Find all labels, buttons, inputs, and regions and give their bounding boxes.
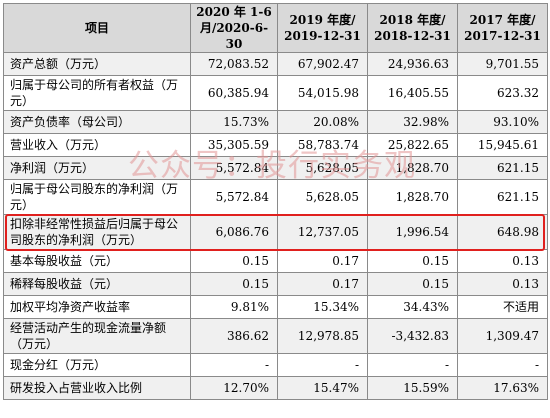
cell-value: 67,902.47	[277, 52, 368, 76]
cell-value: 15.47%	[277, 376, 368, 400]
table-row: 营业收入（万元） 35,305.59 58,783.74 25,822.65 1…	[3, 133, 548, 157]
header-item: 项目	[3, 3, 191, 53]
cell-value: 1,309.47	[457, 318, 548, 354]
cell-value: 20.08%	[277, 110, 368, 134]
table-row: 基本每股收益（元） 0.15 0.17 0.15 0.13	[3, 249, 548, 273]
cell-value: -	[457, 353, 548, 377]
row-label: 基本每股收益（元）	[3, 249, 191, 273]
cell-value: 15.59%	[367, 376, 458, 400]
cell-value: 58,783.74	[277, 133, 368, 157]
cell-value: 15,945.61	[457, 133, 548, 157]
cell-value: 15.73%	[190, 110, 278, 134]
cell-value: 34.43%	[367, 295, 458, 319]
cell-value: 60,385.94	[190, 75, 278, 111]
cell-value: 648.98	[457, 214, 548, 250]
cell-value: 12,737.05	[277, 214, 368, 250]
cell-value: 9.81%	[190, 295, 278, 319]
cell-value: 5,572.84	[190, 179, 278, 215]
cell-value: 72,083.52	[190, 52, 278, 76]
table-row: 加权平均净资产收益率 9.81% 15.34% 34.43% 不适用	[3, 295, 548, 319]
row-label: 归属于母公司股东的净利润（万元）	[3, 179, 191, 215]
cell-value: 5,572.84	[190, 156, 278, 180]
cell-value: 15.34%	[277, 295, 368, 319]
cell-value: 16,405.55	[367, 75, 458, 111]
cell-value: 1,996.54	[367, 214, 458, 250]
cell-value: 12,978.85	[277, 318, 368, 354]
table-row: 经营活动产生的现金流量净额（万元） 386.62 12,978.85 -3,43…	[3, 318, 548, 354]
cell-value: 621.15	[457, 156, 548, 180]
table-row-highlighted: 扣除非经常性损益后归属于母公司股东的净利润（万元） 6,086.76 12,73…	[3, 214, 548, 250]
row-label: 资产负债率（母公司）	[3, 110, 191, 134]
cell-value: 35,305.59	[190, 133, 278, 157]
cell-value: 623.32	[457, 75, 548, 111]
cell-value: 93.10%	[457, 110, 548, 134]
cell-value: 54,015.98	[277, 75, 368, 111]
header-period-2018: 2018 年度/ 2018-12-31	[367, 3, 458, 53]
cell-value: -3,432.83	[367, 318, 458, 354]
row-label: 归属于母公司的所有者权益（万元）	[3, 75, 191, 111]
financial-table: 项目 2020 年 1-6 月/2020-6-30 2019 年度/ 2019-…	[3, 3, 548, 400]
cell-value: 0.13	[457, 249, 548, 273]
cell-value: 32.98%	[367, 110, 458, 134]
cell-value: 25,822.65	[367, 133, 458, 157]
header-period-2019: 2019 年度/ 2019-12-31	[277, 3, 368, 53]
cell-value: -	[277, 353, 368, 377]
cell-value: 0.15	[367, 272, 458, 296]
row-label: 经营活动产生的现金流量净额（万元）	[3, 318, 191, 354]
row-label: 现金分红（万元）	[3, 353, 191, 377]
cell-value: 12.70%	[190, 376, 278, 400]
table-row: 研发投入占营业收入比例 12.70% 15.47% 15.59% 17.63%	[3, 376, 548, 400]
table-row: 现金分红（万元） - - - -	[3, 353, 548, 377]
table-row: 归属于母公司股东的净利润（万元） 5,572.84 5,628.05 1,828…	[3, 179, 548, 215]
row-label: 资产总额（万元）	[3, 52, 191, 76]
header-period-2017: 2017 年度/ 2017-12-31	[457, 3, 548, 53]
table-row: 稀释每股收益（元） 0.15 0.17 0.15 0.13	[3, 272, 548, 296]
cell-value: 24,936.63	[367, 52, 458, 76]
cell-value: 621.15	[457, 179, 548, 215]
cell-value: 0.15	[367, 249, 458, 273]
cell-value: 0.15	[190, 249, 278, 273]
row-label: 净利润（万元）	[3, 156, 191, 180]
cell-value: 17.63%	[457, 376, 548, 400]
cell-value: 9,701.55	[457, 52, 548, 76]
cell-value: 5,628.05	[277, 156, 368, 180]
row-label: 扣除非经常性损益后归属于母公司股东的净利润（万元）	[3, 214, 191, 250]
cell-value: -	[367, 353, 458, 377]
cell-value: 1,828.70	[367, 156, 458, 180]
cell-value: 0.17	[277, 272, 368, 296]
cell-value: 不适用	[457, 295, 548, 319]
cell-value: 386.62	[190, 318, 278, 354]
cell-value: 0.15	[190, 272, 278, 296]
cell-value: -	[190, 353, 278, 377]
cell-value: 5,628.05	[277, 179, 368, 215]
row-label: 研发投入占营业收入比例	[3, 376, 191, 400]
table-row: 资产总额（万元） 72,083.52 67,902.47 24,936.63 9…	[3, 52, 548, 76]
cell-value: 0.13	[457, 272, 548, 296]
table-row: 归属于母公司的所有者权益（万元） 60,385.94 54,015.98 16,…	[3, 75, 548, 111]
row-label: 稀释每股收益（元）	[3, 272, 191, 296]
cell-value: 0.17	[277, 249, 368, 273]
cell-value: 6,086.76	[190, 214, 278, 250]
table-row: 资产负债率（母公司） 15.73% 20.08% 32.98% 93.10%	[3, 110, 548, 134]
header-period-2020h1: 2020 年 1-6 月/2020-6-30	[190, 3, 278, 53]
table-row: 净利润（万元） 5,572.84 5,628.05 1,828.70 621.1…	[3, 156, 548, 180]
row-label: 加权平均净资产收益率	[3, 295, 191, 319]
cell-value: 1,828.70	[367, 179, 458, 215]
row-label: 营业收入（万元）	[3, 133, 191, 157]
header-row: 项目 2020 年 1-6 月/2020-6-30 2019 年度/ 2019-…	[3, 3, 548, 53]
